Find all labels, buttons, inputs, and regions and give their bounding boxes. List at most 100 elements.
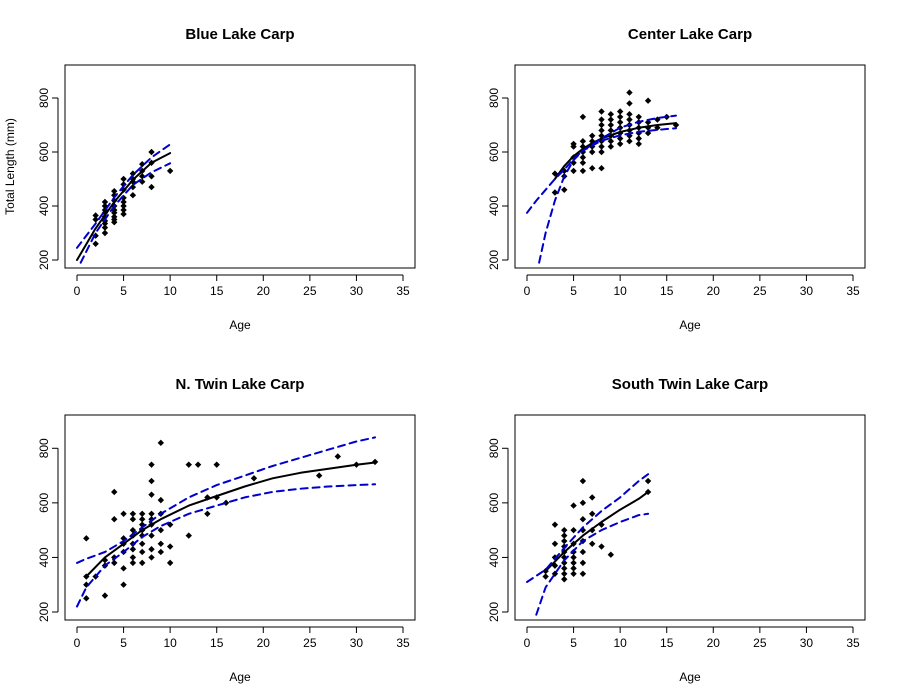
data-point bbox=[92, 212, 99, 219]
data-point bbox=[598, 543, 605, 550]
data-point bbox=[101, 556, 109, 564]
x-tick-label: 25 bbox=[753, 284, 767, 298]
plot-frame bbox=[514, 64, 866, 269]
data-point bbox=[139, 532, 146, 539]
plot-area bbox=[76, 143, 174, 264]
lower-band-line bbox=[76, 483, 377, 608]
data-point bbox=[570, 570, 577, 577]
data-point bbox=[129, 183, 137, 191]
data-point bbox=[120, 535, 127, 542]
y-tick-label: 400 bbox=[37, 547, 51, 567]
data-point bbox=[157, 496, 165, 504]
data-point bbox=[148, 546, 155, 553]
data-point bbox=[194, 461, 202, 468]
data-point bbox=[139, 540, 146, 547]
lower-band-line bbox=[79, 162, 172, 264]
data-point bbox=[148, 554, 155, 561]
upper-band-line bbox=[526, 473, 650, 583]
y-tick-label: 200 bbox=[487, 250, 501, 270]
upper-band-line bbox=[526, 114, 677, 214]
data-point bbox=[129, 546, 137, 553]
data-point bbox=[561, 167, 568, 175]
y-axis-label: Total Length (mm) bbox=[3, 118, 17, 215]
data-point bbox=[654, 124, 661, 131]
data-point bbox=[570, 502, 577, 509]
chart-panel-4: South Twin Lake Carp 0 5 10 15 20 25 30 35 200 400… bbox=[487, 376, 866, 684]
data-point bbox=[129, 554, 137, 561]
data-point bbox=[616, 113, 624, 121]
x-tick-label: 5 bbox=[570, 636, 577, 650]
data-point bbox=[589, 540, 596, 547]
data-point bbox=[579, 548, 587, 556]
data-point bbox=[607, 116, 615, 123]
data-point bbox=[598, 116, 605, 123]
data-point bbox=[579, 499, 587, 507]
data-point bbox=[213, 461, 220, 468]
data-point bbox=[111, 187, 118, 195]
x-tick-label: 10 bbox=[613, 284, 627, 298]
lower-band-line bbox=[535, 512, 650, 616]
y-tick-label: 800 bbox=[37, 438, 51, 458]
data-point bbox=[139, 510, 146, 517]
y-tick-label: 600 bbox=[37, 142, 51, 162]
x-tick-label: 30 bbox=[350, 636, 364, 650]
plot-frame bbox=[64, 64, 416, 269]
y-tick-label: 600 bbox=[487, 493, 501, 513]
data-point bbox=[166, 543, 174, 550]
data-point bbox=[626, 138, 633, 145]
data-point bbox=[129, 170, 137, 177]
data-point bbox=[607, 121, 615, 129]
x-tick-label: 5 bbox=[120, 284, 127, 298]
lower-band-line bbox=[538, 127, 677, 264]
x-tick-label: 10 bbox=[163, 636, 177, 650]
data-point bbox=[579, 516, 587, 523]
data-point bbox=[626, 100, 633, 107]
data-point bbox=[101, 202, 109, 210]
data-point bbox=[598, 143, 605, 150]
data-point bbox=[561, 576, 568, 583]
y-tick-label: 400 bbox=[487, 547, 501, 567]
data-point bbox=[111, 559, 118, 567]
data-point bbox=[120, 581, 127, 588]
y-tick-label: 800 bbox=[487, 88, 501, 108]
x-tick-label: 15 bbox=[660, 284, 674, 298]
chart-title: N. Twin Lake Carp bbox=[176, 376, 305, 393]
data-point bbox=[598, 121, 605, 129]
y-tick-label: 200 bbox=[487, 602, 501, 622]
data-point bbox=[148, 532, 155, 539]
x-tick-label: 0 bbox=[524, 636, 531, 650]
fit-line bbox=[76, 152, 172, 261]
x-tick-label: 5 bbox=[570, 284, 577, 298]
data-point bbox=[139, 559, 146, 567]
data-point bbox=[551, 189, 559, 196]
plot-frame bbox=[64, 414, 416, 621]
fit-line bbox=[544, 490, 650, 573]
data-point bbox=[598, 148, 605, 156]
data-point bbox=[129, 192, 137, 199]
data-point bbox=[148, 173, 155, 180]
data-point bbox=[589, 510, 596, 517]
data-point bbox=[250, 475, 258, 482]
data-point bbox=[589, 132, 596, 139]
data-point bbox=[570, 565, 577, 572]
plot-frame bbox=[514, 414, 866, 621]
x-tick-label: 25 bbox=[303, 284, 317, 298]
data-point bbox=[579, 559, 587, 567]
chart-panel-1: Blue Lake Carp 0 5 10 15 20 25 30 35 200 400 600 800… bbox=[3, 26, 416, 332]
x-tick-label: 35 bbox=[396, 636, 410, 650]
data-point bbox=[129, 559, 137, 567]
data-point bbox=[626, 89, 633, 96]
x-tick-label: 30 bbox=[350, 284, 364, 298]
x-tick-label: 25 bbox=[303, 636, 317, 650]
data-point bbox=[129, 510, 137, 517]
data-point bbox=[626, 111, 633, 118]
data-point bbox=[561, 570, 568, 577]
data-point bbox=[607, 111, 615, 118]
data-point bbox=[579, 113, 587, 121]
data-point bbox=[561, 559, 568, 567]
data-point bbox=[111, 213, 118, 220]
data-point bbox=[551, 540, 559, 547]
x-tick-label: 5 bbox=[120, 636, 127, 650]
data-point bbox=[635, 135, 642, 142]
data-point bbox=[635, 113, 642, 121]
